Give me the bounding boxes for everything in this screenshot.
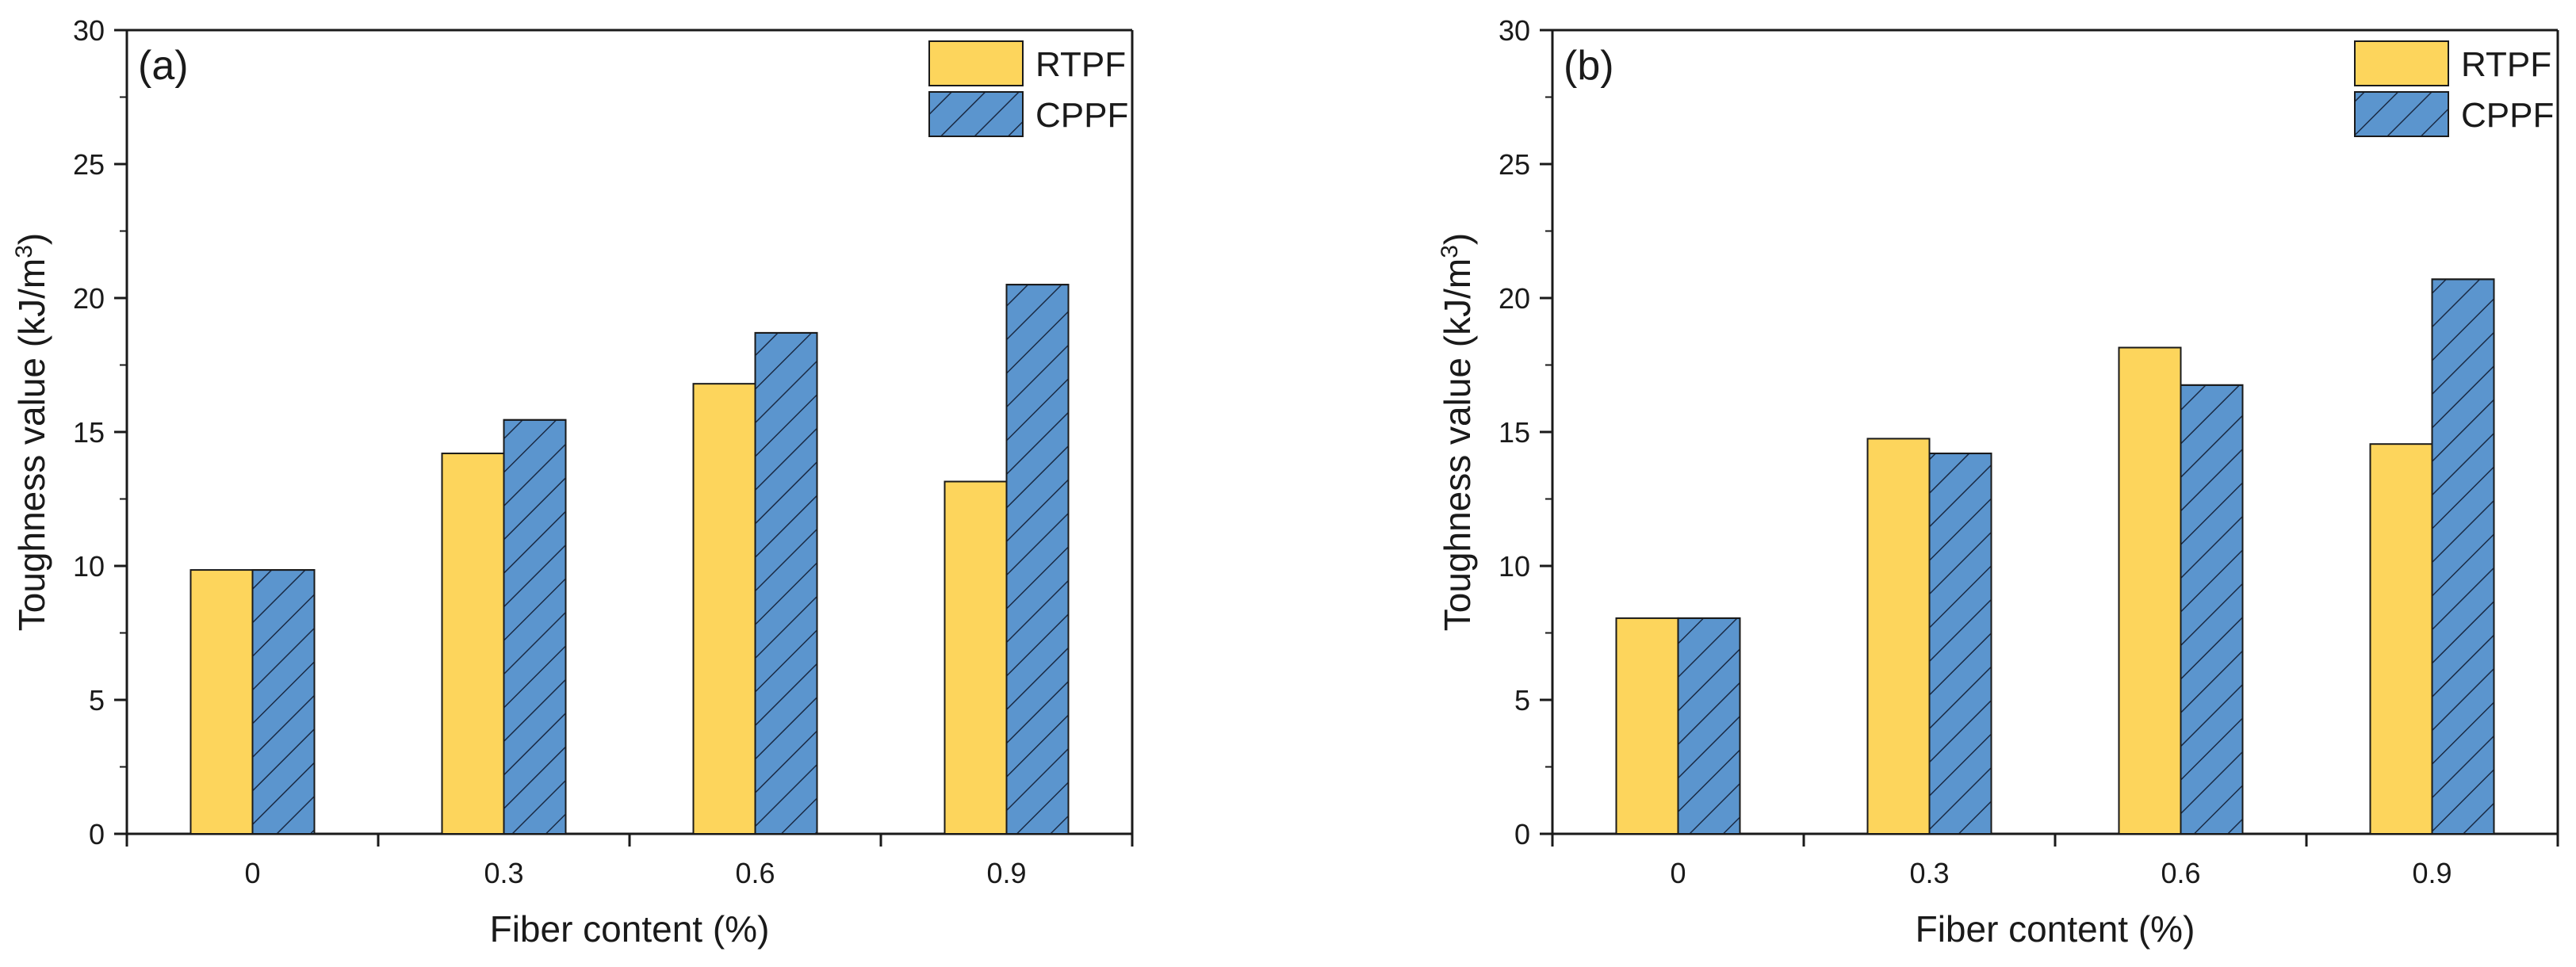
legend-swatch-cppf-hatch: [2354, 91, 2449, 137]
y-tick-label: 0: [89, 818, 105, 850]
y-axis-title-superscript: 3: [11, 245, 37, 258]
y-axis-ticks: 0 5 10 15 20 25 30: [73, 14, 127, 850]
bar-cppf-0.3-hatch: [503, 419, 567, 835]
legend-label-cppf: CPPF: [2461, 96, 2554, 135]
x-tick-label: 0.6: [735, 857, 775, 889]
bar-rtpf-0: [189, 569, 254, 835]
y-axis-title-end: ): [1437, 233, 1478, 245]
y-tick-label: 25: [73, 148, 105, 181]
y-tick-label: 15: [73, 416, 105, 449]
x-tick-label: 0.3: [484, 857, 523, 889]
y-axis-title-superscript: 3: [1437, 245, 1463, 258]
panel-label: (b): [1564, 43, 1614, 89]
bar-rtpf-0.3: [441, 453, 505, 835]
bar-rtpf-0.9: [2369, 443, 2433, 835]
legend-label-cppf: CPPF: [1035, 96, 1128, 135]
x-tick-label: 0.9: [2412, 857, 2452, 889]
x-axis-ticks: 0 0.3 0.6 0.9: [1551, 834, 2559, 889]
y-tick-label: 30: [1499, 14, 1530, 47]
legend: RTPF CPPF: [928, 40, 1128, 137]
chart-panel-a: 0 5 10 15 20 25 30 0 0.3 0.6 0.9 (a) Fiber conten…: [11, 14, 1134, 950]
x-tick-label: 0.6: [2161, 857, 2200, 889]
legend: RTPF CPPF: [2354, 40, 2554, 137]
bar-cppf-0-hatch: [251, 569, 316, 835]
y-axis-title-end: ): [11, 233, 52, 245]
y-tick-label: 20: [1499, 282, 1530, 315]
y-tick-label: 5: [89, 684, 105, 717]
y-tick-label: 5: [1514, 684, 1530, 717]
legend-label-rtpf: RTPF: [2461, 45, 2551, 84]
bar-cppf-0.6-hatch: [2180, 384, 2244, 835]
bar-rtpf-0.6: [692, 383, 756, 835]
bar-cppf-0.6-hatch: [754, 331, 818, 835]
y-axis-title-main: Toughness value (kJ/m: [1437, 258, 1478, 631]
y-tick-label: 15: [1499, 416, 1530, 449]
x-tick-label: 0.9: [986, 857, 1026, 889]
bar-rtpf-0.6: [2118, 346, 2182, 835]
bar-cppf-0.9-hatch: [1005, 284, 1070, 835]
y-tick-label: 10: [73, 550, 105, 583]
y-tick-label: 20: [73, 282, 105, 315]
y-tick-label: 30: [73, 14, 105, 47]
bar-rtpf-0: [1615, 617, 1679, 835]
legend-swatch-rtpf: [2354, 40, 2449, 86]
y-tick-label: 0: [1514, 818, 1530, 850]
x-tick-label: 0.3: [1909, 857, 1949, 889]
chart-panel-b: 0 5 10 15 20 25 30 0 0.3 0.6 0.9 (b) Fiber conten…: [1437, 14, 2559, 950]
y-tick-label: 10: [1499, 550, 1530, 583]
y-axis-title: Toughness value (kJ/m3): [11, 233, 53, 631]
y-axis-ticks: 0 5 10 15 20 25 30: [1499, 14, 1552, 850]
bars-group: [1615, 278, 2495, 835]
x-tick-label: 0: [1670, 857, 1686, 889]
y-tick-label: 25: [1499, 148, 1530, 181]
panel-label: (a): [138, 43, 189, 89]
bar-rtpf-0.9: [944, 480, 1008, 835]
x-axis-title: Fiber content (%): [1916, 908, 2195, 950]
legend-swatch-rtpf: [928, 40, 1024, 86]
x-tick-label: 0: [244, 857, 260, 889]
x-axis-title: Fiber content (%): [490, 908, 770, 950]
bar-cppf-0-hatch: [1677, 617, 1741, 835]
legend-label-rtpf: RTPF: [1035, 45, 1126, 84]
legend-swatch-cppf-hatch: [928, 91, 1024, 137]
bars-group: [189, 284, 1070, 835]
bar-cppf-0.9-hatch: [2431, 278, 2495, 835]
y-axis-title: Toughness value (kJ/m3): [1437, 233, 1479, 631]
bar-rtpf-0.3: [1866, 438, 1931, 835]
bar-cppf-0.3-hatch: [1928, 453, 1992, 835]
y-axis-title-main: Toughness value (kJ/m: [11, 258, 52, 631]
x-axis-ticks: 0 0.3 0.6 0.9: [125, 834, 1134, 889]
